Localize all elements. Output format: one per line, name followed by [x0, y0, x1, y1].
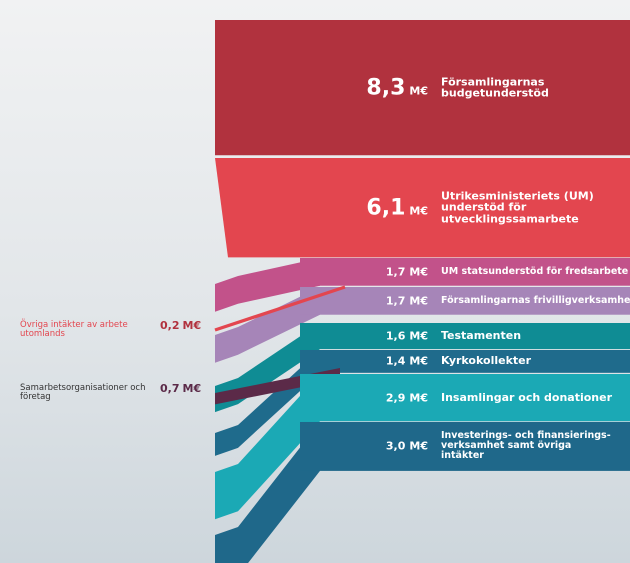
- value: 1,7: [386, 294, 406, 307]
- unit: M€: [409, 294, 428, 307]
- value: 1,6: [386, 330, 406, 343]
- value: 1,7: [386, 265, 406, 278]
- value: 6,1: [366, 195, 405, 220]
- category-label: Utrikesministeriets (UM) understöd för u…: [441, 190, 616, 225]
- category-label: Investerings- och finansierings-verksamh…: [441, 431, 616, 461]
- infographic: 8,3 M€ Församlingarnas budgetunderstöd 6,1 M…: [0, 0, 630, 563]
- value: 1,4: [386, 355, 406, 368]
- unit: M€: [409, 265, 428, 278]
- side-label: Övriga intäkter av arbete utomlands: [20, 321, 155, 340]
- unit: M€: [409, 84, 428, 97]
- value: 3,0: [386, 440, 406, 453]
- side-label: Samarbetsorganisationer och företag: [20, 384, 155, 403]
- unit: M€: [183, 382, 202, 395]
- unit: M€: [183, 319, 202, 332]
- unit: M€: [409, 204, 428, 217]
- unit: M€: [409, 440, 428, 453]
- unit: M€: [409, 355, 428, 368]
- category-label: Insamlingar och donationer: [441, 392, 612, 404]
- category-label: Församlingarnas budgetunderstöd: [441, 76, 616, 99]
- value: 0,2: [160, 319, 180, 332]
- value-label: 6,1 M€: [366, 195, 428, 220]
- category-label: Kyrkokollekter: [441, 356, 531, 368]
- category-label: Församlingarnas frivilligverksamhet: [441, 296, 630, 306]
- category-label: Testamenten: [441, 330, 521, 342]
- value-label: 8,3 M€: [366, 75, 428, 100]
- unit: M€: [409, 391, 428, 404]
- unit: M€: [409, 330, 428, 343]
- value: 0,7: [160, 382, 180, 395]
- value: 2,9: [386, 391, 406, 404]
- category-label: UM statsunderstöd för fredsarbete: [441, 267, 628, 277]
- value: 8,3: [366, 75, 405, 100]
